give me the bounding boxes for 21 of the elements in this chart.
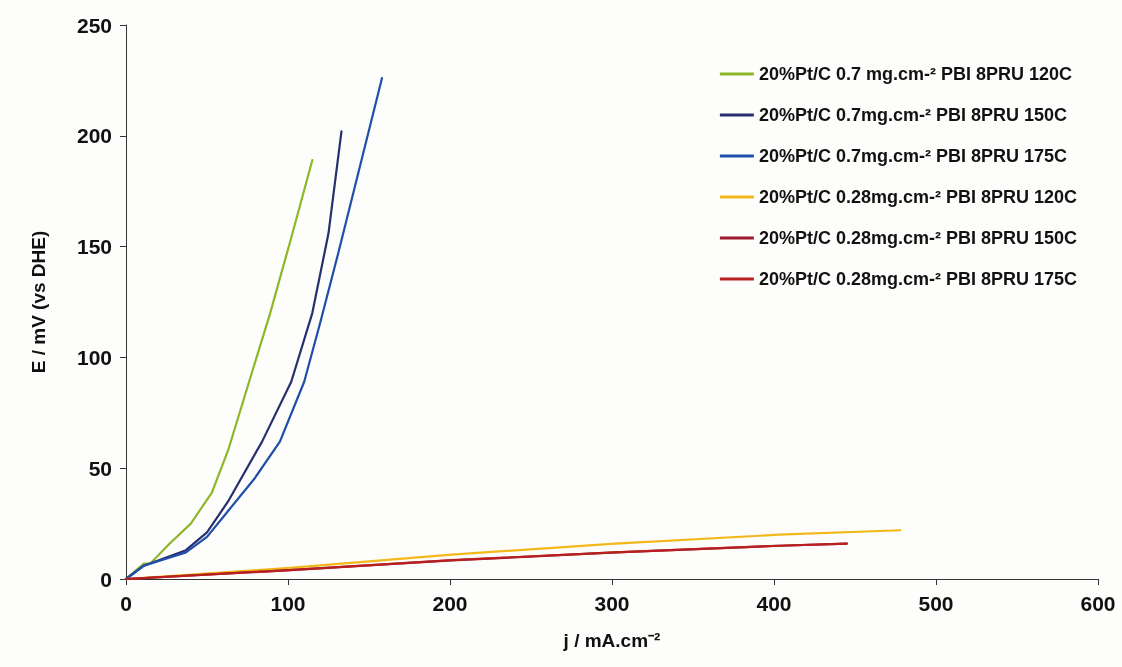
y-tick-label: 200	[76, 124, 112, 148]
legend-label: 20%Pt/C 0.28mg.cm-² PBI 8PRU 150C	[758, 228, 1077, 248]
x-axis-title: j / mA.cm⁻²	[562, 630, 661, 651]
y-tick-label: 150	[76, 235, 112, 259]
legend-label: 20%Pt/C 0.7 mg.cm-² PBI 8PRU 120C	[758, 64, 1072, 84]
x-tick-label: 600	[1080, 592, 1116, 615]
legend-label: 20%Pt/C 0.7mg.cm-² PBI 8PRU 175C	[758, 146, 1067, 166]
legend-label: 20%Pt/C 0.7mg.cm-² PBI 8PRU 150C	[758, 105, 1067, 125]
y-axis-title: E / mV (vs DHE)	[28, 230, 49, 374]
legend-label: 20%Pt/C 0.28mg.cm-² PBI 8PRU 175C	[758, 269, 1077, 289]
x-tick-label: 400	[756, 592, 792, 615]
legend-label: 20%Pt/C 0.28mg.cm-² PBI 8PRU 120C	[758, 187, 1077, 207]
x-tick-label: 0	[120, 592, 132, 615]
y-tick-label: 0	[100, 567, 112, 591]
x-tick-label: 500	[918, 592, 954, 615]
x-tick-label: 100	[270, 592, 306, 615]
y-tick-label: 100	[76, 345, 112, 369]
y-tick-label: 50	[88, 456, 112, 480]
x-tick-label: 300	[594, 592, 630, 615]
y-tick-label: 250	[76, 13, 112, 37]
x-tick-label: 200	[432, 592, 468, 615]
